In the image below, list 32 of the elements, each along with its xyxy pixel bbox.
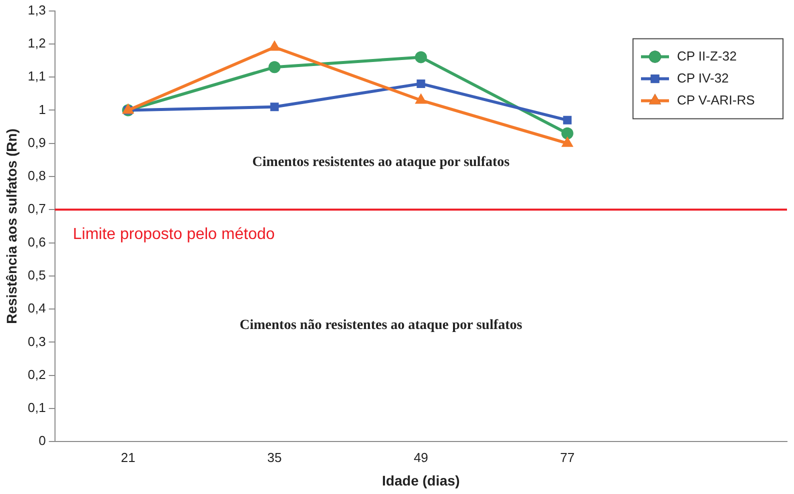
ref-line-label: Limite proposto pelo método [72,226,275,244]
x-tick-label: 21 [120,450,136,465]
point [268,61,281,74]
point [561,127,574,140]
x-axis-title: Idade (dias) [382,472,460,488]
legend-label: CP IV-32 [677,70,729,86]
y-tick-label: 0,7 [28,201,46,216]
point [414,51,427,64]
y-tick-label: 0,8 [28,168,46,184]
legend-label: CP V-ARI-RS [677,92,756,108]
y-tick-label: 0,6 [28,234,46,250]
y-tick-label: 1,1 [28,68,46,84]
y-tick-label: 1,2 [28,36,46,51]
y-tick-label: 0,2 [28,366,46,382]
y-tick-label: 0,4 [28,300,46,316]
y-tick-label: 1,3 [28,2,46,18]
point [270,102,279,112]
legend-label: CP II-Z-32 [677,48,737,64]
y-tick-label: 1 [38,102,46,117]
y-axis-title: Resistência aos sulfatos (Rn) [3,128,20,324]
annotation: Cimentos resistentes ao ataque por sulfatos [252,154,510,170]
y-tick-label: 0,1 [28,400,46,416]
annotation: Cimentos não resistentes ao ataque por sulfatos [240,318,523,334]
y-tick-label: 0 [38,433,46,448]
y-tick-label: 0,5 [28,267,46,282]
x-tick-label: 77 [560,450,575,465]
y-tick-label: 0,9 [28,134,46,150]
x-tick-label: 35 [267,450,282,465]
y-tick-label: 0,3 [28,334,46,349]
x-tick-label: 49 [414,450,428,465]
point [416,79,426,88]
point [563,116,572,124]
